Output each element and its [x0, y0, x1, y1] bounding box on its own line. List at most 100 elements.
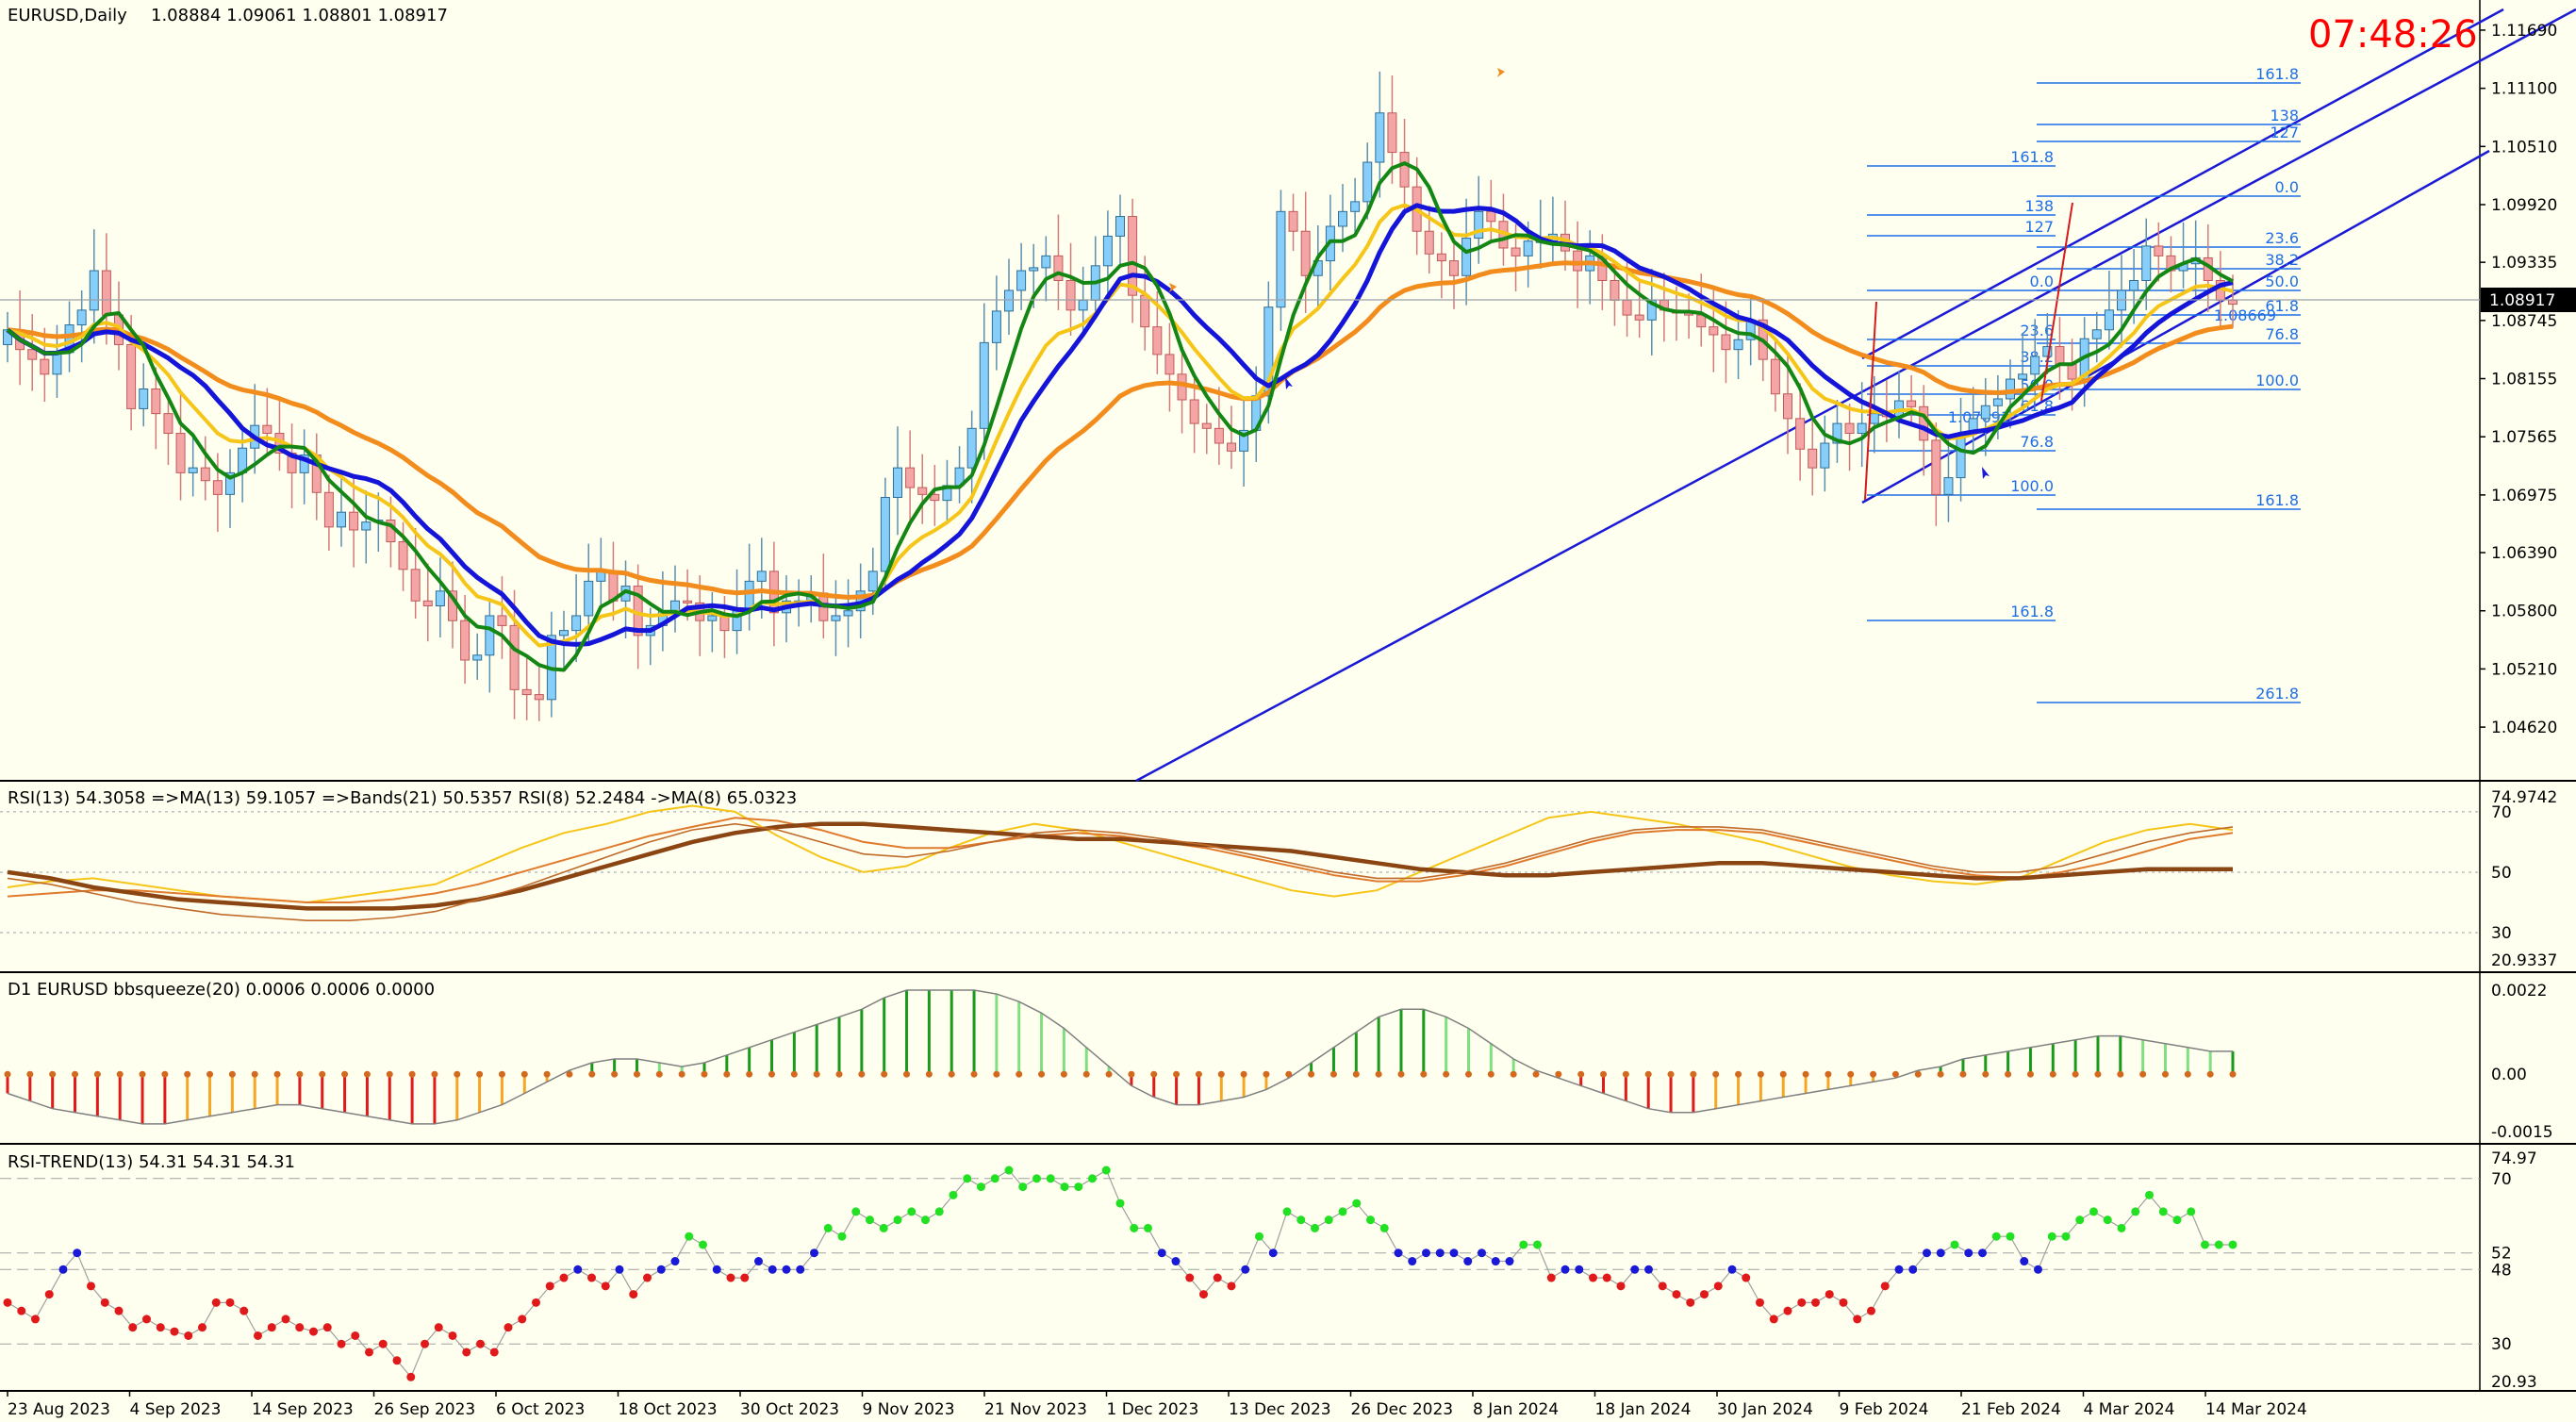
fibonacci-levels[interactable]: 161.8138127161.81381270.023.638.250.061.… [1867, 65, 2301, 703]
squeeze-dot [1779, 1070, 1787, 1078]
candle [1375, 71, 1385, 198]
candle [1634, 279, 1644, 339]
candle [756, 537, 767, 620]
squeeze-dot [2049, 1070, 2056, 1078]
trend-dot [1991, 1232, 2001, 1241]
squeeze-dot [319, 1070, 326, 1078]
trend-dot [866, 1215, 874, 1225]
rsi-series-line [7, 821, 2233, 911]
x-tick-label: 26 Dec 2023 [1351, 1400, 1454, 1419]
trend-dot [378, 1339, 388, 1348]
trend-dot [1686, 1298, 1695, 1307]
squeeze-dot [1352, 1070, 1360, 1078]
squeeze-dot [2229, 1070, 2237, 1078]
squeeze-dot [1285, 1070, 1293, 1078]
candle [1832, 400, 1842, 463]
squeeze-dot [72, 1070, 79, 1078]
candle [422, 563, 433, 642]
candle [930, 465, 940, 526]
candle [1795, 383, 1806, 481]
squeeze-dot [1690, 1070, 1697, 1078]
trend-dot [1422, 1248, 1430, 1258]
squeeze-dot [161, 1070, 169, 1078]
candle [521, 657, 532, 720]
trend-dot [851, 1207, 861, 1216]
candle [151, 367, 161, 450]
y-tick-label: 1.09920 [2491, 196, 2557, 215]
x-tick-label: 14 Mar 2024 [2205, 1400, 2307, 1419]
squeeze-dot [2117, 1070, 2124, 1078]
channel-lower-line[interactable] [1135, 8, 2576, 783]
squeeze-dot [993, 1070, 1000, 1078]
fib-level-label: 100.0 [2010, 477, 2054, 495]
fib-level-label: 161.8 [2255, 491, 2299, 509]
trend-dot [1478, 1248, 1486, 1258]
squeeze-dot [1712, 1070, 1720, 1078]
trend-dot [1185, 1273, 1195, 1282]
y-tick-label: 1.08745 [2491, 312, 2557, 331]
signal-arrows [1169, 68, 2073, 501]
fib-level-label: 0.0 [2275, 178, 2299, 196]
fib-level-label: 100.0 [2255, 372, 2299, 389]
fib-level-label: 38.2 [2265, 251, 2299, 269]
trend-dot [17, 1306, 26, 1315]
trend-y-label: 20.93 [2491, 1373, 2537, 1392]
trend-dot [337, 1339, 346, 1348]
trend-dot [893, 1215, 902, 1225]
candle [843, 579, 853, 648]
panel-separators [0, 0, 2576, 1392]
squeeze-dot [768, 1070, 776, 1078]
trend-dot [879, 1223, 888, 1232]
trend-y-label: 48 [2491, 1261, 2512, 1280]
squeeze-dot [454, 1070, 461, 1078]
trend-dot [907, 1207, 916, 1216]
trend-dot [462, 1348, 471, 1357]
trend-dot [615, 1265, 624, 1274]
squeeze-dot [116, 1070, 124, 1078]
blue-ma-line [6, 203, 2234, 647]
trend-dot [1713, 1281, 1723, 1291]
y-tick-label: 1.06975 [2491, 487, 2557, 505]
fib-price-label: 1.08669 [2214, 306, 2276, 324]
trend-dot [1546, 1273, 1556, 1282]
trend-dot [1950, 1240, 1959, 1249]
squeeze-dot [1082, 1070, 1090, 1078]
squeeze-dot [1622, 1070, 1629, 1078]
channel-middle-line[interactable] [1861, 149, 2490, 504]
trend-dot [504, 1323, 513, 1332]
green-ma-line [6, 161, 2234, 672]
candle [410, 527, 421, 620]
trend-dot [434, 1323, 443, 1332]
trend-dot [629, 1290, 638, 1299]
candle [188, 432, 198, 497]
squeeze-dot [1240, 1070, 1247, 1078]
squeeze-dot [251, 1070, 258, 1078]
fib-level-label: 161.8 [2010, 603, 2054, 620]
trend-dot [699, 1240, 707, 1249]
buy-arrow-icon [1285, 377, 1293, 389]
trend-dot [87, 1281, 95, 1291]
trend-dot [670, 1257, 680, 1266]
rsi-series-line [7, 817, 2234, 903]
candle [1053, 214, 1064, 310]
y-tick-label: 1.10510 [2491, 138, 2557, 157]
squeeze-dot [1150, 1070, 1158, 1078]
trend-dot [1742, 1273, 1751, 1282]
trend-dot [1408, 1257, 1417, 1266]
trend-dot [1505, 1257, 1514, 1266]
fib-level-label: 50.0 [2265, 273, 2299, 290]
squeeze-dot [588, 1070, 596, 1078]
candle [1808, 417, 1818, 496]
trend-dot [1352, 1199, 1362, 1208]
rsi-y-label: 74.9742 [2491, 788, 2557, 807]
x-tick-label: 4 Mar 2024 [2084, 1400, 2175, 1419]
trend-dot [2187, 1207, 2196, 1216]
trend-dot [1519, 1240, 1528, 1249]
candle [299, 429, 309, 504]
trend-dot [2145, 1190, 2154, 1199]
trend-dot [211, 1298, 221, 1307]
squeeze-dot [2005, 1070, 2012, 1078]
candle [1041, 236, 1051, 302]
